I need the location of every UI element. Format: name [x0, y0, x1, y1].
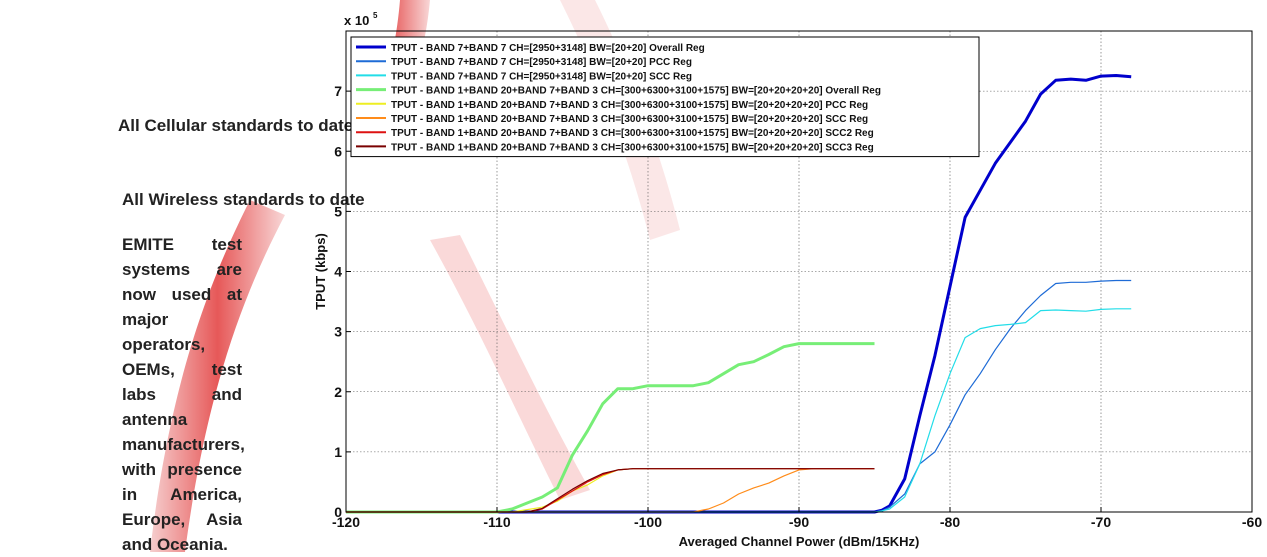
legend-entry-7: TPUT - BAND 1+BAND 20+BAND 7+BAND 3 CH=[…: [391, 142, 874, 153]
series-line-6: [346, 468, 875, 513]
y-tick-label-3: 3: [334, 324, 342, 340]
wireless-standards-text: All Wireless standards to date: [122, 190, 365, 209]
y-multiplier: x 10 5: [344, 11, 378, 28]
x-axis-label: Averaged Channel Power (dBm/15KHz): [679, 534, 920, 549]
x-tick-label-2: -100: [634, 514, 662, 530]
legend-entry-2: TPUT - BAND 7+BAND 7 CH=[2950+3148] BW=[…: [391, 71, 692, 82]
series-line-5: [346, 468, 875, 513]
legend-box: [350, 36, 980, 158]
series-line-7: [346, 468, 875, 513]
legend-entry-5: TPUT - BAND 1+BAND 20+BAND 7+BAND 3 CH=[…: [391, 114, 868, 125]
y-tick-label-5: 5: [334, 203, 342, 219]
cellular-standards-text: All Cellular standards to date: [118, 116, 354, 135]
x-tick-label-0: -120: [332, 514, 360, 530]
y-tick-label-2: 2: [334, 384, 342, 400]
x-tick-label-3: -90: [789, 514, 809, 530]
emite-description: EMITE test systems are now used at major…: [122, 235, 245, 554]
y-tick-label-6: 6: [334, 143, 342, 159]
series-line-2: [346, 308, 1132, 513]
y-tick-label-7: 7: [334, 83, 342, 99]
legend-entry-6: TPUT - BAND 1+BAND 20+BAND 7+BAND 3 CH=[…: [391, 128, 874, 139]
legend-entry-1: TPUT - BAND 7+BAND 7 CH=[2950+3148] BW=[…: [391, 57, 692, 68]
series-line-1: [346, 279, 1132, 513]
x-tick-label-1: -110: [483, 514, 510, 530]
y-axis-label: TPUT (kbps): [313, 233, 328, 310]
x-tick-label-4: -80: [940, 514, 960, 530]
y-tick-label-0: 0: [334, 504, 342, 520]
y-multiplier-exponent: 5: [373, 11, 378, 20]
y-tick-label-1: 1: [334, 444, 342, 460]
legend-entry-0: TPUT - BAND 7+BAND 7 CH=[2950+3148] BW=[…: [391, 43, 705, 54]
legend-entry-4: TPUT - BAND 1+BAND 20+BAND 7+BAND 3 CH=[…: [391, 100, 868, 111]
y-multiplier-base: x 10: [344, 13, 369, 28]
x-tick-label-6: -60: [1242, 514, 1262, 530]
legend-entry-3: TPUT - BAND 1+BAND 20+BAND 7+BAND 3 CH=[…: [391, 86, 881, 97]
y-tick-label-4: 4: [334, 264, 342, 280]
series-line-3: [346, 342, 875, 514]
series-lines: [346, 74, 1132, 514]
legend: TPUT - BAND 7+BAND 7 CH=[2950+3148] BW=[…: [350, 36, 980, 158]
tick-labels: -120 -110 -100 -90 -80 -70 -60 0 1 2 3 4 5 6 7: [332, 83, 1262, 530]
series-line-0: [346, 74, 1132, 514]
x-tick-label-5: -70: [1091, 514, 1111, 530]
series-line-4: [346, 468, 875, 513]
